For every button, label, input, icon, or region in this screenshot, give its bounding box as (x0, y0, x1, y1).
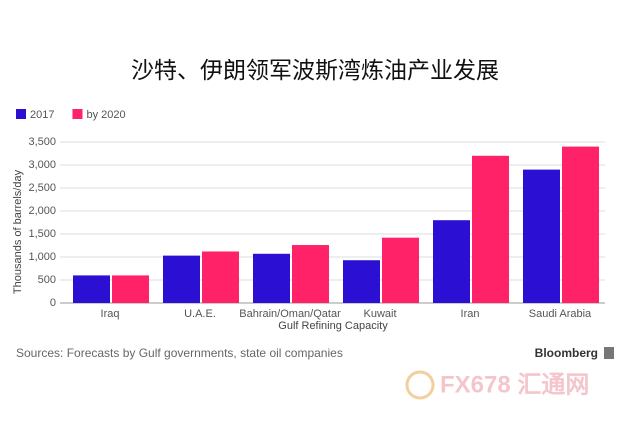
x-tick-label: U.A.E. (184, 308, 216, 320)
bar (523, 169, 560, 303)
watermark: FX678 汇通网 (440, 371, 589, 398)
legend-label: 2017 (30, 109, 54, 121)
bar (253, 253, 290, 303)
bar (292, 245, 329, 303)
bar (472, 155, 509, 303)
y-tick-label: 500 (38, 274, 56, 286)
bar (343, 260, 380, 303)
y-tick-label: 1,000 (28, 251, 56, 263)
y-tick-label: 2,500 (28, 182, 56, 194)
brand: Bloomberg (535, 346, 598, 360)
y-axis-label: Thousands of barrels/day (12, 169, 24, 294)
source: Sources: Forecasts by Gulf governments, … (16, 346, 343, 360)
legend-label: by 2020 (86, 109, 125, 121)
legend-swatch (16, 109, 26, 119)
chart-title: 沙特、伊朗领军波斯湾炼油产业发展 (131, 57, 499, 83)
x-tick-label: Kuwait (363, 308, 396, 320)
bar (163, 255, 200, 303)
bar (433, 220, 470, 303)
legend-swatch (72, 109, 83, 119)
bar (382, 237, 419, 303)
brand-icon (604, 347, 614, 359)
x-axis-label: Gulf Refining Capacity (278, 320, 388, 332)
y-tick-label: 2,000 (28, 205, 56, 217)
x-tick-label: Bahrain/Oman/Qatar (239, 308, 341, 320)
bar (202, 251, 239, 303)
y-tick-label: 1,500 (28, 228, 56, 240)
y-tick-label: 0 (50, 297, 56, 309)
y-tick-label: 3,000 (28, 159, 56, 171)
y-tick-label: 3,500 (28, 136, 56, 148)
bar (73, 275, 110, 303)
bar (562, 146, 599, 303)
x-tick-label: Iran (461, 308, 480, 320)
bar (112, 275, 149, 303)
x-tick-label: Saudi Arabia (529, 308, 592, 320)
x-tick-label: Iraq (101, 308, 120, 320)
watermark-logo (405, 370, 435, 400)
